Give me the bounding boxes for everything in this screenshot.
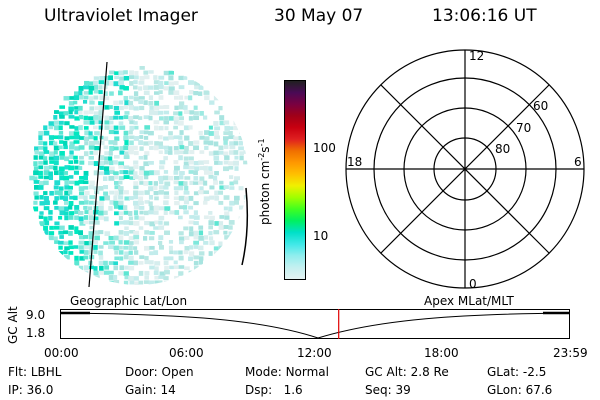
polar-plot: 12 0 18 6 60 70 80	[340, 45, 590, 295]
polar-diagonal-2	[380, 84, 550, 254]
param-glon: GLon: 67.6	[487, 383, 553, 397]
colorbar-tick-100: 100	[313, 141, 336, 155]
param-ip: IP: 36.0	[8, 383, 54, 397]
color-scale-bar	[284, 80, 306, 280]
mlt-label-0: 0	[469, 277, 477, 291]
geographic-label: Geographic Lat/Lon	[70, 294, 188, 308]
mlt-label-18: 18	[347, 155, 362, 169]
x-tick-2359: 23:59	[553, 346, 588, 360]
uv-disk-svg	[29, 61, 249, 288]
colorbar-unit-label: photon cm-2s-1	[257, 138, 272, 225]
lat-label-70: 70	[516, 121, 531, 135]
lat-label-80: 80	[495, 142, 510, 156]
param-mode: Mode: Normal	[245, 365, 329, 379]
altitude-timeline	[59, 309, 571, 339]
uv-earth-image	[20, 55, 260, 295]
param-door: Door: Open	[125, 365, 194, 379]
date-label: 30 May 07	[274, 6, 364, 26]
x-tick-0600: 06:00	[169, 346, 204, 360]
y-tick-1-8: 1.8	[26, 326, 46, 340]
polar-grid-svg: 12 0 18 6 60 70 80	[345, 49, 585, 291]
terminator-line	[88, 61, 108, 288]
timeline-svg	[59, 309, 571, 339]
mlt-label-6: 6	[574, 155, 582, 169]
param-filter: Flt: LBHL	[8, 365, 62, 379]
param-glat: GLat: -2.5	[487, 365, 547, 379]
time-label: 13:06:16 UT	[432, 6, 537, 26]
mlt-label-12: 12	[469, 49, 484, 63]
x-tick-0000: 00:00	[44, 346, 79, 360]
x-tick-1200: 12:00	[297, 346, 332, 360]
timeline-frame	[60, 309, 570, 339]
param-gc-alt: GC Alt: 2.8 Re	[365, 365, 449, 379]
limb-arc	[241, 187, 249, 266]
y-tick-9: 9.0	[26, 308, 46, 322]
gc-alt-axis-title: GC Alt	[6, 306, 20, 344]
param-gain: Gain: 14	[125, 383, 176, 397]
altitude-curve	[59, 312, 571, 339]
apex-label: Apex MLat/MLT	[424, 294, 514, 308]
x-tick-1800: 18:00	[424, 346, 459, 360]
param-seq: Seq: 39	[365, 383, 411, 397]
instrument-title: Ultraviolet Imager	[44, 6, 198, 26]
colorbar-tick-10: 10	[313, 229, 329, 243]
param-dsp: Dsp: 1.6	[245, 383, 303, 397]
lat-label-60: 60	[533, 99, 548, 113]
